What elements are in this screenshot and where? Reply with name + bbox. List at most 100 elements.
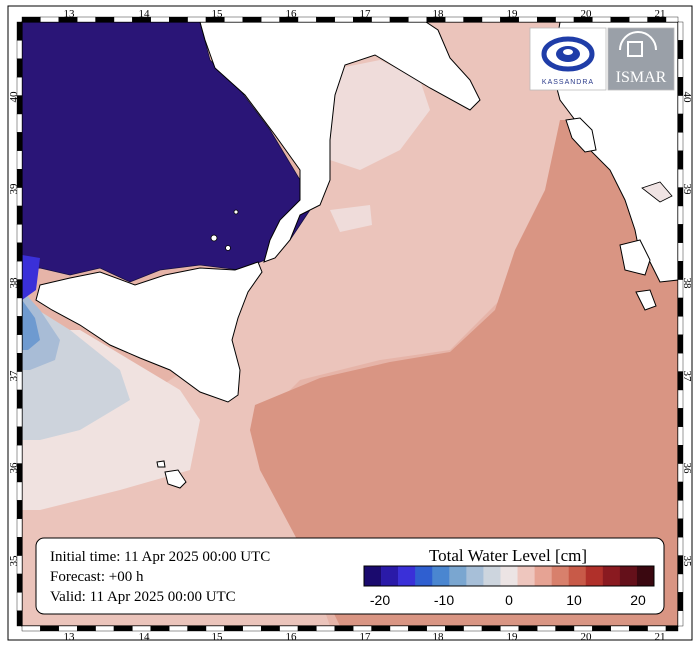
lat-label-left: 35 (8, 555, 20, 567)
lat-labels-left: 40 39 38 37 36 35 (8, 91, 20, 567)
border-scale-segment (76, 625, 96, 632)
info-legend-box: Initial time: 11 Apr 2025 00:00 UTC Fore… (35, 537, 665, 615)
kassandra-logo-text: KASSANDRA (542, 79, 594, 86)
border-scale-segment (371, 16, 391, 23)
border-scale-segment (677, 334, 684, 354)
border-scale-segment (481, 16, 501, 23)
lat-label-right: 35 (681, 556, 693, 568)
border-scale-segment (150, 625, 170, 632)
border-scale-segment (334, 625, 354, 632)
lat-label-right: 38 (681, 278, 693, 290)
land-aeolian-1 (210, 234, 218, 242)
border-scale-segment (629, 625, 648, 632)
lat-label-left: 39 (8, 183, 20, 195)
sea-pale-coast-2 (330, 205, 372, 232)
land-corfu (565, 117, 597, 153)
lon-label-bottom: 14 (139, 631, 151, 643)
border-scale-segment (95, 16, 115, 23)
map-border-scale (16, 16, 684, 632)
border-scale-segment (168, 625, 188, 632)
border-scale-segment (408, 625, 427, 632)
lon-label-bottom: 18 (433, 631, 445, 643)
border-scale-segment (677, 445, 684, 464)
border-scale-segment (16, 518, 23, 538)
border-scale-segment (677, 610, 684, 627)
colorbar-tick-label: 0 (505, 592, 513, 608)
colorbar-tick-label: 20 (630, 592, 646, 608)
colorbar-tick-labels: -20 -10 0 10 20 (370, 592, 646, 608)
border-scale-segment (555, 625, 575, 632)
border-scale-segment (677, 592, 684, 612)
border-scale-segment (16, 481, 23, 501)
border-scale-segment (16, 500, 23, 519)
sea-pale-coast (330, 60, 430, 170)
border-scale-segment (677, 205, 684, 225)
border-scale-segment (389, 16, 409, 23)
border-scale-segment (316, 625, 335, 632)
border-scale-segment (677, 518, 684, 538)
lon-label-top: 21 (655, 8, 666, 20)
colorbar-swatch (636, 566, 655, 586)
border-scale-segment (261, 625, 280, 632)
border-scale-segment (665, 625, 679, 632)
border-scale-segment (481, 625, 501, 632)
border-scale-segment (592, 625, 612, 632)
border-scale-segment (16, 205, 23, 225)
border-scale-segment (677, 500, 684, 519)
border-scale-segment (16, 610, 23, 627)
border-scale-segment (677, 408, 684, 427)
initial-time-text: Initial time: 11 Apr 2025 00:00 UTC (50, 549, 270, 565)
border-scale-segment (677, 224, 684, 243)
border-scale-segment (297, 16, 317, 23)
lon-label-bottom: 16 (286, 631, 298, 643)
border-scale-segment (537, 16, 556, 23)
lat-label-right: 39 (681, 184, 693, 196)
border-scale-segment (592, 16, 612, 23)
colorbar-swatch (449, 566, 467, 586)
border-scale-segment (16, 40, 23, 60)
colorbar-swatch (466, 566, 484, 586)
valid-time-text: Valid: 11 Apr 2025 00:00 UTC (50, 589, 236, 605)
border-scale-segment (629, 16, 648, 23)
border-scale-segment (40, 16, 60, 23)
border-scale-segment (187, 16, 207, 23)
border-scale-segment (677, 537, 684, 556)
border-scale-segment (168, 16, 188, 23)
colorbar-swatch (517, 566, 535, 586)
colorbar-swatch (415, 566, 433, 586)
border-scale-segment (16, 132, 23, 151)
land-aeolian-2 (225, 245, 231, 251)
lon-label-top: 16 (286, 8, 298, 20)
colorbar-swatch (602, 566, 621, 586)
land-sicily (35, 261, 263, 403)
colorbar-swatch (534, 566, 552, 586)
border-scale-segment (677, 297, 684, 317)
lat-label-right: 37 (681, 371, 693, 383)
border-scale-segment (16, 58, 23, 78)
lon-label-top: 18 (433, 8, 445, 20)
border-scale-segment (518, 625, 538, 632)
colorbar-tick-label: -20 (370, 592, 390, 608)
border-scale-segment (463, 625, 483, 632)
border-scale-segment (445, 16, 464, 23)
ismar-logo: ISMAR (607, 27, 675, 91)
border-scale-segment (16, 537, 23, 556)
colorbar-tick-label: -10 (434, 592, 454, 608)
border-scale-segment (463, 16, 483, 23)
lon-label-top: 14 (139, 8, 151, 20)
forecast-text: Forecast: +00 h (50, 569, 144, 585)
border-scale-segment (224, 16, 243, 23)
border-scale-segment (16, 297, 23, 317)
border-scale-segment (16, 261, 23, 280)
border-scale-segment (150, 16, 170, 23)
lon-label-bottom: 19 (507, 631, 519, 643)
border-scale-segment (677, 353, 684, 372)
border-scale-segment (610, 625, 630, 632)
lon-label-bottom: 15 (212, 631, 224, 643)
border-scale-segment (677, 132, 684, 151)
border-scale-segment (224, 625, 243, 632)
border-scale-segment (16, 242, 23, 262)
border-scale-segment (242, 16, 262, 23)
border-scale-segment (261, 16, 280, 23)
